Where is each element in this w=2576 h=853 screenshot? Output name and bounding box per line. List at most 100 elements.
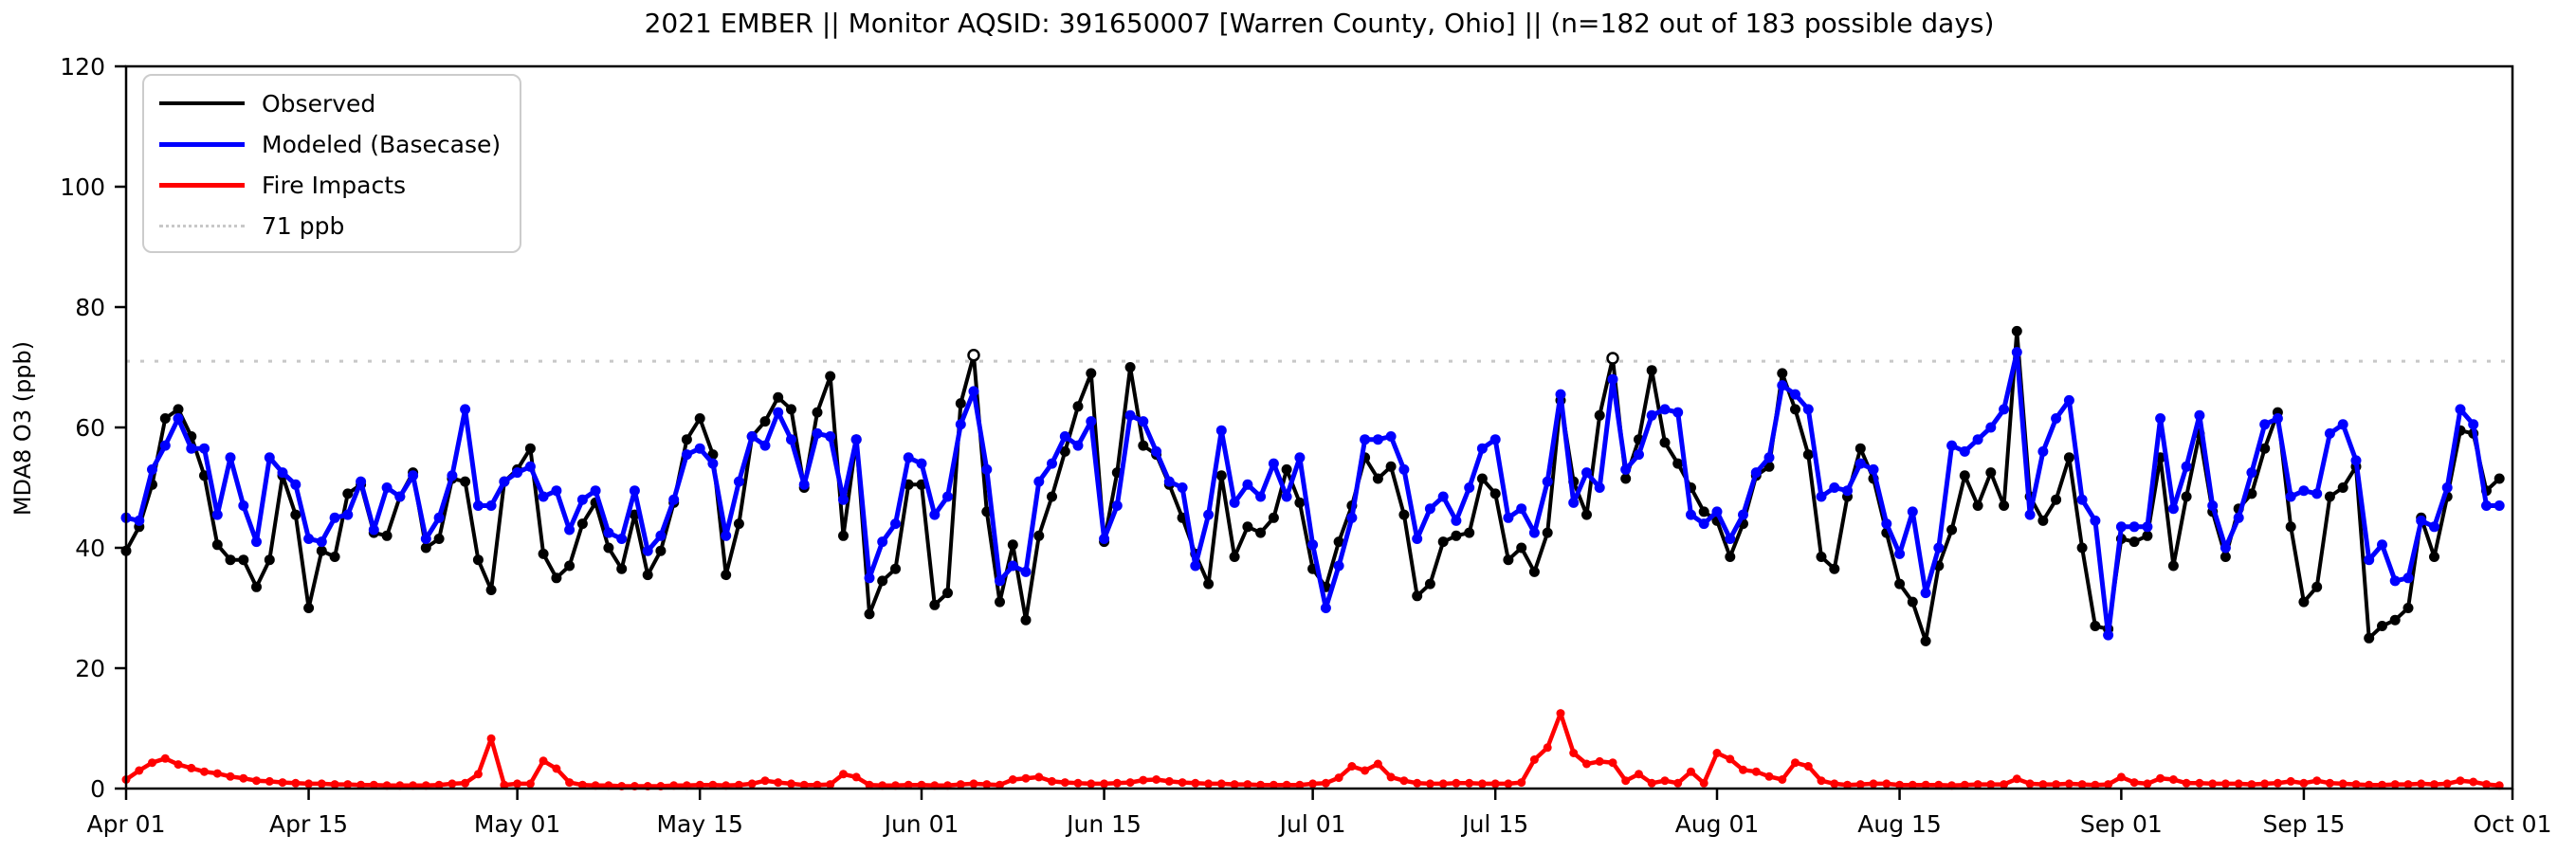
data-point	[368, 524, 379, 535]
data-point	[2077, 780, 2087, 789]
data-point	[1269, 780, 1278, 789]
data-point	[826, 780, 835, 789]
data-point	[655, 530, 667, 541]
data-point	[1908, 780, 1917, 789]
data-point	[1138, 440, 1149, 451]
data-point	[786, 404, 796, 415]
series-line-observed	[124, 329, 2501, 644]
data-point	[2220, 779, 2230, 789]
data-point	[1215, 425, 1227, 436]
data-point	[2417, 779, 2426, 789]
data-point	[2025, 779, 2035, 789]
data-point	[252, 776, 261, 786]
data-point	[1178, 778, 1187, 788]
data-point	[1529, 755, 1539, 764]
data-point	[1868, 463, 1879, 475]
data-point	[1568, 497, 1580, 508]
data-point	[1346, 512, 1358, 523]
data-point	[538, 548, 549, 559]
data-point	[864, 572, 875, 584]
data-point	[303, 603, 315, 613]
data-point	[1569, 749, 1579, 757]
data-point	[1398, 463, 1410, 475]
data-point	[1163, 476, 1175, 487]
y-tick-label: 0	[90, 775, 105, 803]
data-point	[2181, 461, 2192, 472]
data-point	[1907, 506, 1918, 517]
data-point	[577, 780, 587, 789]
data-point	[1425, 779, 1434, 789]
data-point	[694, 413, 705, 424]
data-point	[956, 780, 965, 789]
data-point	[187, 763, 196, 772]
data-point	[2259, 443, 2271, 454]
data-point	[134, 515, 145, 526]
data-point	[2430, 780, 2439, 789]
data-point	[1048, 776, 1056, 786]
data-point	[1438, 779, 1448, 789]
data-point	[290, 479, 301, 490]
data-point	[1361, 766, 1370, 775]
data-point	[839, 770, 848, 779]
observed-line-swatch	[159, 101, 245, 105]
data-point	[2156, 773, 2165, 783]
data-point	[1059, 431, 1070, 442]
data-point	[721, 570, 732, 581]
data-point	[708, 780, 718, 789]
x-tick-label: Apr 15	[269, 810, 348, 838]
data-point	[1843, 780, 1852, 789]
data-point	[2168, 775, 2178, 784]
chart-title: 2021 EMBER || Monitor AQSID: 391650007 […	[644, 8, 1995, 39]
data-point	[1817, 776, 1826, 786]
data-point	[1321, 778, 1330, 788]
data-point	[1829, 563, 1840, 574]
data-point	[2234, 779, 2243, 789]
data-point	[2128, 521, 2140, 533]
data-point	[381, 482, 393, 493]
data-point	[199, 443, 210, 454]
data-point	[695, 780, 704, 789]
data-point	[1972, 500, 1983, 511]
data-point	[539, 756, 548, 766]
y-tick-label: 80	[75, 294, 105, 321]
data-point	[173, 413, 184, 424]
data-point	[2195, 778, 2204, 788]
data-point	[1973, 780, 1982, 789]
data-point	[1542, 527, 1553, 538]
x-tick-label: Jul 15	[1460, 810, 1528, 838]
data-point	[1946, 524, 1958, 535]
data-point	[1620, 463, 1632, 475]
data-point	[316, 536, 327, 548]
data-point	[564, 524, 575, 535]
x-tick-label: Sep 01	[2080, 810, 2163, 838]
data-point	[707, 458, 719, 469]
data-point	[1882, 779, 1891, 789]
data-point	[2494, 473, 2505, 484]
data-point	[1725, 534, 1736, 544]
data-point	[1124, 362, 1136, 372]
data-point	[1086, 416, 1097, 427]
y-tick-label: 120	[60, 53, 105, 81]
data-point	[1476, 473, 1488, 484]
data-point	[1385, 461, 1397, 472]
data-point	[2103, 629, 2114, 641]
data-point	[200, 767, 209, 776]
data-point	[1647, 778, 1656, 788]
data-point	[1177, 482, 1188, 493]
data-point	[2298, 596, 2310, 608]
series-line-modeled-basecase-	[125, 350, 2500, 638]
data-point	[342, 509, 354, 520]
data-point	[420, 534, 431, 544]
data-point	[1543, 743, 1552, 753]
data-point	[733, 476, 744, 487]
data-point	[668, 494, 680, 505]
y-tick-label: 40	[75, 535, 105, 562]
data-point	[2038, 780, 2048, 789]
data-point	[160, 753, 170, 763]
data-point	[1816, 552, 1827, 562]
data-point	[1282, 780, 1291, 789]
data-point	[2143, 779, 2152, 789]
data-point	[173, 404, 184, 415]
data-point	[1295, 780, 1305, 789]
modeled-line-swatch	[159, 141, 245, 147]
